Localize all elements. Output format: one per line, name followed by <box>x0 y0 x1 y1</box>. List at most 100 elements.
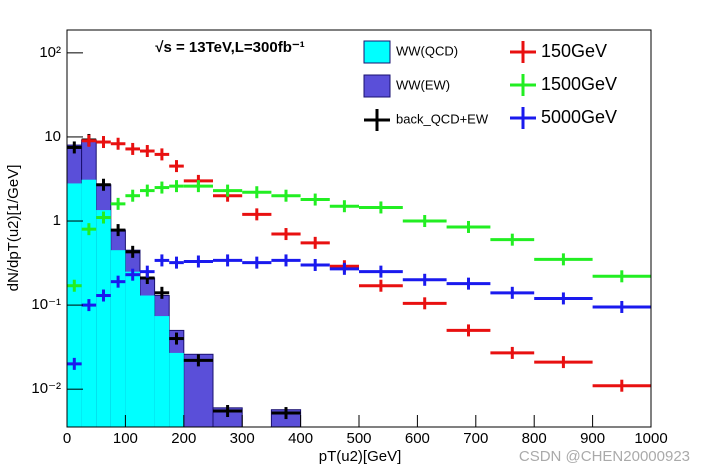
y-tick-label: 1 <box>53 212 61 229</box>
x-axis-label: pT(u2)[GeV] <box>319 448 402 465</box>
data-point <box>169 256 184 269</box>
data-point <box>110 275 126 288</box>
data-point <box>110 224 126 237</box>
data-point <box>359 265 403 278</box>
legend-swatch <box>363 40 391 64</box>
legend-label: back_QCD+EW <box>396 111 489 126</box>
data-point <box>446 220 491 233</box>
x-tick-label: 500 <box>346 430 371 447</box>
data-point <box>110 137 126 150</box>
data-point <box>271 254 301 267</box>
data-point <box>125 189 140 202</box>
data-point <box>402 297 447 310</box>
histogram-bar <box>169 352 184 427</box>
data-point <box>592 379 651 392</box>
data-point <box>140 145 155 158</box>
data-point <box>154 181 170 194</box>
data-point <box>446 277 491 290</box>
data-point <box>359 201 403 214</box>
data-point <box>125 245 140 258</box>
data-point <box>213 405 243 418</box>
legend-label: 1500GeV <box>541 74 617 94</box>
data-point <box>300 193 330 206</box>
data-point <box>96 178 111 191</box>
data-point <box>490 233 535 246</box>
y-tick-label: 10² <box>39 44 61 61</box>
legend-swatch <box>363 74 391 98</box>
data-point <box>125 142 140 155</box>
data-point <box>300 258 330 271</box>
histogram-bar <box>154 316 170 427</box>
data-point <box>329 200 359 213</box>
data-point <box>154 148 170 161</box>
x-tick-label: 400 <box>288 430 313 447</box>
data-point <box>81 223 97 236</box>
data-point <box>96 211 111 224</box>
data-point <box>592 300 651 313</box>
data-point <box>402 215 447 228</box>
data-point <box>242 186 272 199</box>
data-point <box>169 180 184 193</box>
data-point <box>534 253 593 266</box>
data-point <box>169 160 184 173</box>
histogram-bar <box>140 295 155 427</box>
y-axis-label: dN/dpT(u2)[1/GeV] <box>5 165 22 292</box>
data-point <box>183 180 213 193</box>
data-point <box>592 270 651 283</box>
data-point <box>490 286 535 299</box>
data-point <box>154 254 170 267</box>
x-tick-label: 800 <box>522 430 547 447</box>
x-tick-label: 100 <box>113 430 138 447</box>
data-point <box>110 197 126 210</box>
data-point <box>96 136 111 149</box>
histogram-bar <box>125 271 140 427</box>
data-point <box>490 346 535 359</box>
data-point <box>140 265 155 278</box>
legend-label: 150GeV <box>541 41 607 61</box>
chart-title: √s = 13TeV,L=300fb⁻¹ <box>155 39 305 56</box>
data-point <box>125 268 140 281</box>
data-point <box>271 228 301 241</box>
data-point <box>154 286 170 299</box>
data-point <box>81 134 97 147</box>
x-tick-label: 1000 <box>634 430 667 447</box>
data-point <box>534 292 593 305</box>
x-tick-label: 300 <box>230 430 255 447</box>
data-point <box>67 141 82 154</box>
data-point <box>329 262 359 275</box>
data-point <box>446 324 491 337</box>
data-point <box>140 184 155 197</box>
data-point <box>67 357 82 370</box>
data-point <box>183 354 213 367</box>
histogram-bar <box>110 250 126 427</box>
x-tick-label: 700 <box>463 430 488 447</box>
y-tick-label: 10⁻² <box>31 380 61 397</box>
y-tick-label: 10 <box>44 128 61 145</box>
data-point <box>534 356 593 369</box>
data-point <box>169 332 184 345</box>
data-point <box>81 299 97 312</box>
data-point <box>300 236 330 249</box>
data-point <box>402 273 447 286</box>
data-point <box>213 254 243 267</box>
histogram-bar <box>96 210 111 427</box>
data-point <box>242 256 272 269</box>
data-point <box>183 255 213 268</box>
x-tick-label: 0 <box>63 430 71 447</box>
y-tick-label: 10⁻¹ <box>31 296 61 313</box>
data-point <box>67 279 82 292</box>
data-point <box>242 208 272 221</box>
legend-label: WW(EW) <box>396 77 450 92</box>
x-tick-label: 600 <box>405 430 430 447</box>
watermark: CSDN @CHEN20000923 <box>519 448 690 465</box>
x-tick-label: 900 <box>580 430 605 447</box>
data-point <box>96 289 111 302</box>
legend-label: 5000GeV <box>541 107 617 127</box>
x-tick-label: 200 <box>171 430 196 447</box>
data-point <box>359 279 403 292</box>
data-point <box>271 189 301 202</box>
legend-label: WW(QCD) <box>396 43 458 58</box>
data-point <box>271 407 301 420</box>
data-point <box>213 184 243 197</box>
